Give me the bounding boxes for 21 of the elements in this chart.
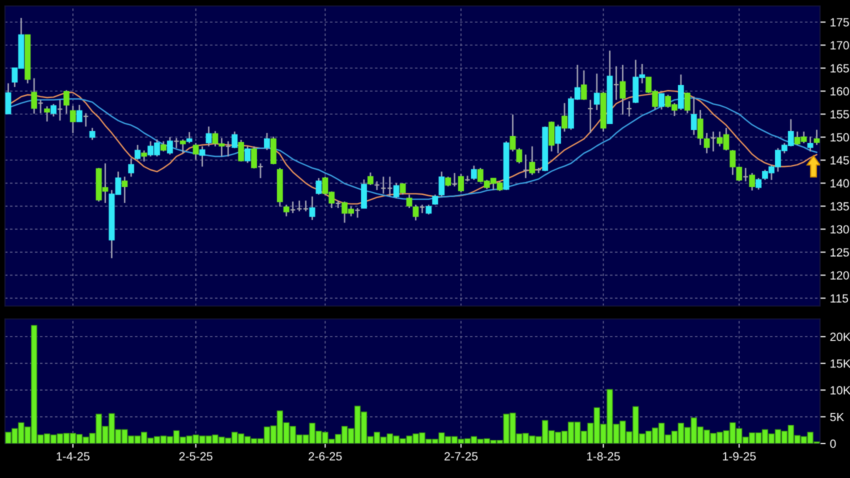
x-tick-label: 1-9-25	[722, 452, 756, 461]
y-tick-label: 5K	[830, 412, 844, 422]
y-tick-label: 115	[830, 294, 848, 303]
y-tick-label: 150	[830, 133, 849, 142]
y-tick-label: 165	[830, 64, 849, 73]
y-tick-label: 155	[830, 110, 849, 119]
x-tick-label: 1-8-25	[587, 452, 620, 461]
y-tick-label: 125	[830, 248, 849, 257]
y-tick-label: 160	[830, 87, 849, 96]
x-tick-label: 2-6-25	[308, 452, 342, 461]
y-tick-label: 0	[830, 440, 836, 448]
y-tick-label: 145	[830, 156, 849, 165]
y-tick-label: 135	[830, 202, 849, 211]
y-tick-label: 140	[830, 179, 849, 188]
x-tick-label: 2-5-25	[179, 452, 212, 461]
x-tick-label: 1-4-25	[56, 452, 90, 461]
y-tick-label: 175	[830, 18, 849, 26]
y-tick-label: 130	[830, 225, 849, 234]
y-tick-label: 170	[830, 41, 849, 50]
x-tick-label: 2-7-25	[444, 452, 478, 461]
y-tick-label: 120	[830, 271, 849, 280]
